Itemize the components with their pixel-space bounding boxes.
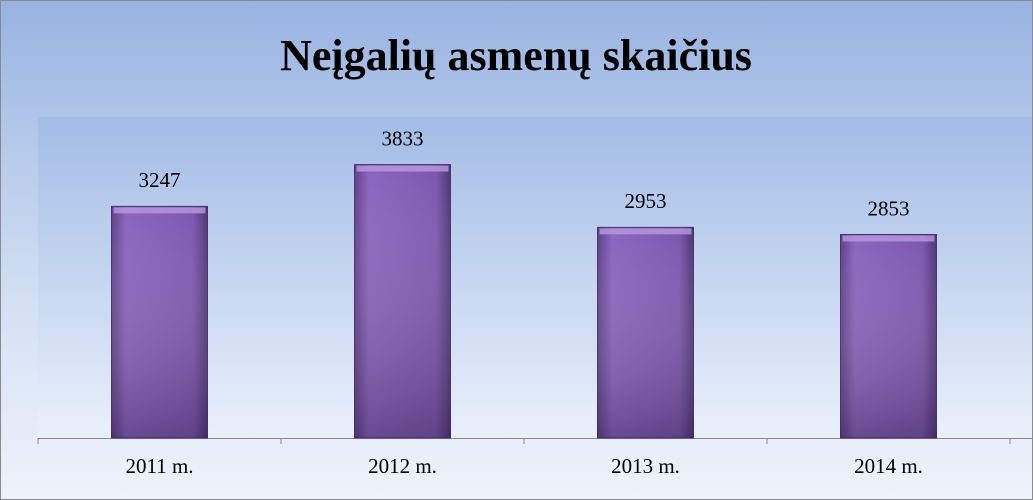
data-label: 2853 <box>868 196 910 220</box>
x-tick-label: 2011 m. <box>125 454 193 478</box>
data-label: 3833 <box>382 126 424 150</box>
data-label: 2953 <box>625 189 667 213</box>
x-tick-label: 2014 m. <box>854 454 923 478</box>
x-tick-label: 2013 m. <box>611 454 680 478</box>
bar <box>111 205 208 439</box>
chart-title: Neįgalių asmenų skaičius <box>280 31 752 80</box>
bar <box>840 233 937 439</box>
x-tick-label: 2012 m. <box>368 454 437 478</box>
bar <box>597 226 694 439</box>
data-label: 3247 <box>139 168 181 192</box>
bar <box>354 164 451 439</box>
